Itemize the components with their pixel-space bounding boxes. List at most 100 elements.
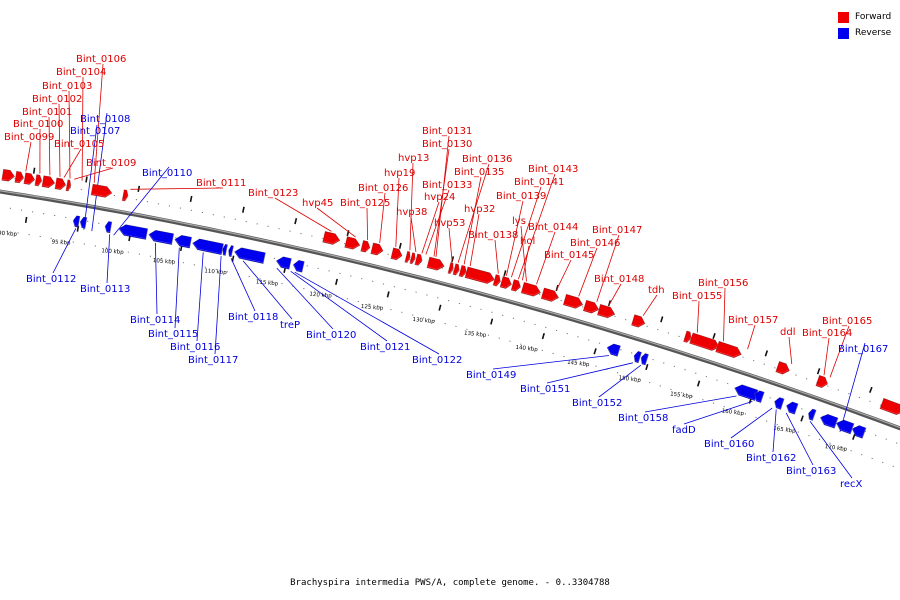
leader-bint-0141	[511, 186, 542, 278]
gene-label-bint-0136: Bint_0136	[462, 154, 512, 165]
ruler-dots	[0, 229, 897, 469]
forward-gene-arrow	[426, 256, 445, 271]
forward-gene-arrow-shade	[90, 182, 113, 197]
backbone-highlight	[0, 190, 900, 429]
leader-bint-0115	[174, 247, 180, 329]
leader-bint-0126	[379, 192, 386, 243]
strand-tick	[645, 363, 649, 371]
forward-gene-arrow	[775, 361, 790, 375]
reverse-gene-arrow	[774, 397, 785, 410]
gene-labels: Bint_0106 Bint_0104 Bint_0103 Bint_0102 Bint…	[4, 54, 888, 490]
gene-label-bint-0135: Bint_0135	[454, 167, 504, 178]
leader-bint-0158	[644, 395, 737, 413]
leader-bint-0110	[113, 166, 170, 236]
gene-label-hvp13: hvp13	[398, 153, 429, 164]
leader-bint-0117	[214, 256, 222, 355]
leader-lys	[520, 225, 527, 282]
forward-gene-arrow	[1, 168, 16, 182]
gene-label-bint-0103: Bint_0103	[42, 81, 92, 92]
gene-label-bint-0121: Bint_0121	[360, 342, 410, 353]
forward-gene-arrow	[447, 262, 454, 275]
kbp-tick-label: 155 kbp	[670, 391, 693, 400]
gene-label-bint-0114: Bint_0114	[130, 315, 180, 326]
gene-label-bint-0156: Bint_0156	[698, 278, 748, 289]
forward-gene-arrow-shade	[41, 174, 56, 188]
strand-tick	[398, 242, 402, 249]
leader-bint-0135	[463, 176, 482, 265]
strand-tick	[490, 318, 494, 325]
forward-gene-arrow-shade	[426, 255, 445, 270]
leader-bint-0125	[366, 207, 368, 241]
strand-tick	[696, 380, 701, 387]
gene-label-bint-0151: Bint_0151	[520, 384, 570, 395]
leader-bint-0157	[747, 324, 756, 350]
gene-label-recx: recX	[840, 479, 863, 490]
kbp-tick-label: 110 kbp	[204, 268, 227, 276]
strand-tick	[76, 225, 80, 232]
leader-bint-0149	[492, 355, 610, 370]
gene-label-bint-0167: Bint_0167	[838, 344, 888, 355]
reverse-gene-arrow	[79, 216, 88, 229]
leader-hvp53	[448, 227, 453, 262]
forward-gene-arrow-shade	[452, 262, 460, 275]
backbone-line	[0, 189, 900, 431]
gene-label-bint-0099: Bint_0099	[4, 132, 54, 143]
leader-ddl	[788, 336, 793, 365]
gene-label-bint-0130: Bint_0130	[422, 139, 472, 150]
gene-label-bint-0148: Bint_0148	[594, 274, 644, 285]
forward-gene-arrow	[34, 174, 43, 187]
gene-label-ddl: ddl	[780, 327, 795, 338]
leader-bint-0130	[433, 148, 450, 257]
forward-gene-arrow-shade	[689, 331, 720, 350]
forward-gene-arrow	[322, 231, 341, 245]
strand-tick	[335, 278, 338, 285]
reverse-gene-arrow-shade	[292, 258, 305, 272]
forward-gene-arrow-shade	[34, 173, 43, 186]
reverse-gene-arrow	[275, 256, 292, 270]
gene-label-hvp53: hvp53	[434, 218, 465, 229]
leader-bint-0146	[578, 247, 598, 297]
reverse-gene-arrow	[835, 419, 855, 435]
reverse-gene-arrow	[633, 350, 642, 364]
forward-gene-arrow-shade	[65, 178, 72, 191]
leader-bint-0108	[91, 112, 108, 232]
reverse-gene-arrow-shade	[774, 396, 785, 409]
reverse-gene-arrow-shade	[104, 220, 113, 233]
forward-gene-arrow-shade	[540, 286, 560, 301]
forward-gene-arrow	[689, 332, 720, 351]
leader-hvp13	[409, 162, 414, 251]
gene-label-bint-0133: Bint_0133	[422, 180, 472, 191]
kbp-tick-label: 145 kbp	[567, 360, 590, 369]
strand-tick	[816, 368, 821, 375]
legend: Forward Reverse	[838, 9, 891, 41]
gene-label-bint-0125: Bint_0125	[340, 198, 390, 209]
strand-tick	[660, 316, 664, 323]
leader-hvp24	[421, 201, 440, 254]
gene-label-hvp45: hvp45	[302, 198, 333, 209]
gene-label-bint-0123: Bint_0123	[248, 188, 298, 199]
gene-label-bint-0100: Bint_0100	[13, 119, 63, 130]
forward-gene-arrow	[390, 247, 403, 261]
forward-gene-arrow-shade	[715, 339, 742, 358]
gene-label-bint-0109: Bint_0109	[86, 158, 136, 169]
forward-gene-arrow	[409, 252, 416, 265]
leader-bint-0147	[596, 234, 620, 302]
kbp-tick-label: 150 kbp	[618, 375, 641, 384]
gene-label-bint-0152: Bint_0152	[572, 398, 622, 409]
leader-bint-0138	[494, 239, 499, 274]
forward-gene-arrow	[452, 263, 460, 276]
gene-label-bint-0163: Bint_0163	[786, 466, 836, 477]
strand-tick	[32, 167, 36, 174]
forward-gene-arrow	[41, 175, 56, 189]
reverse-gene-arrow-shade	[174, 233, 193, 248]
strand-tick	[503, 270, 507, 277]
forward-gene-arrow-shade	[344, 235, 361, 249]
gene-label-bint-0141: Bint_0141	[514, 177, 564, 188]
reverse-gene-arrow	[174, 234, 193, 249]
forward-gene-arrow-shade	[562, 292, 584, 308]
reverse-gene-arrow-shade	[148, 228, 175, 244]
gene-label-bint-0131: Bint_0131	[422, 126, 472, 137]
forward-swatch	[838, 11, 849, 23]
gene-label-bint-0155: Bint_0155	[672, 291, 722, 302]
